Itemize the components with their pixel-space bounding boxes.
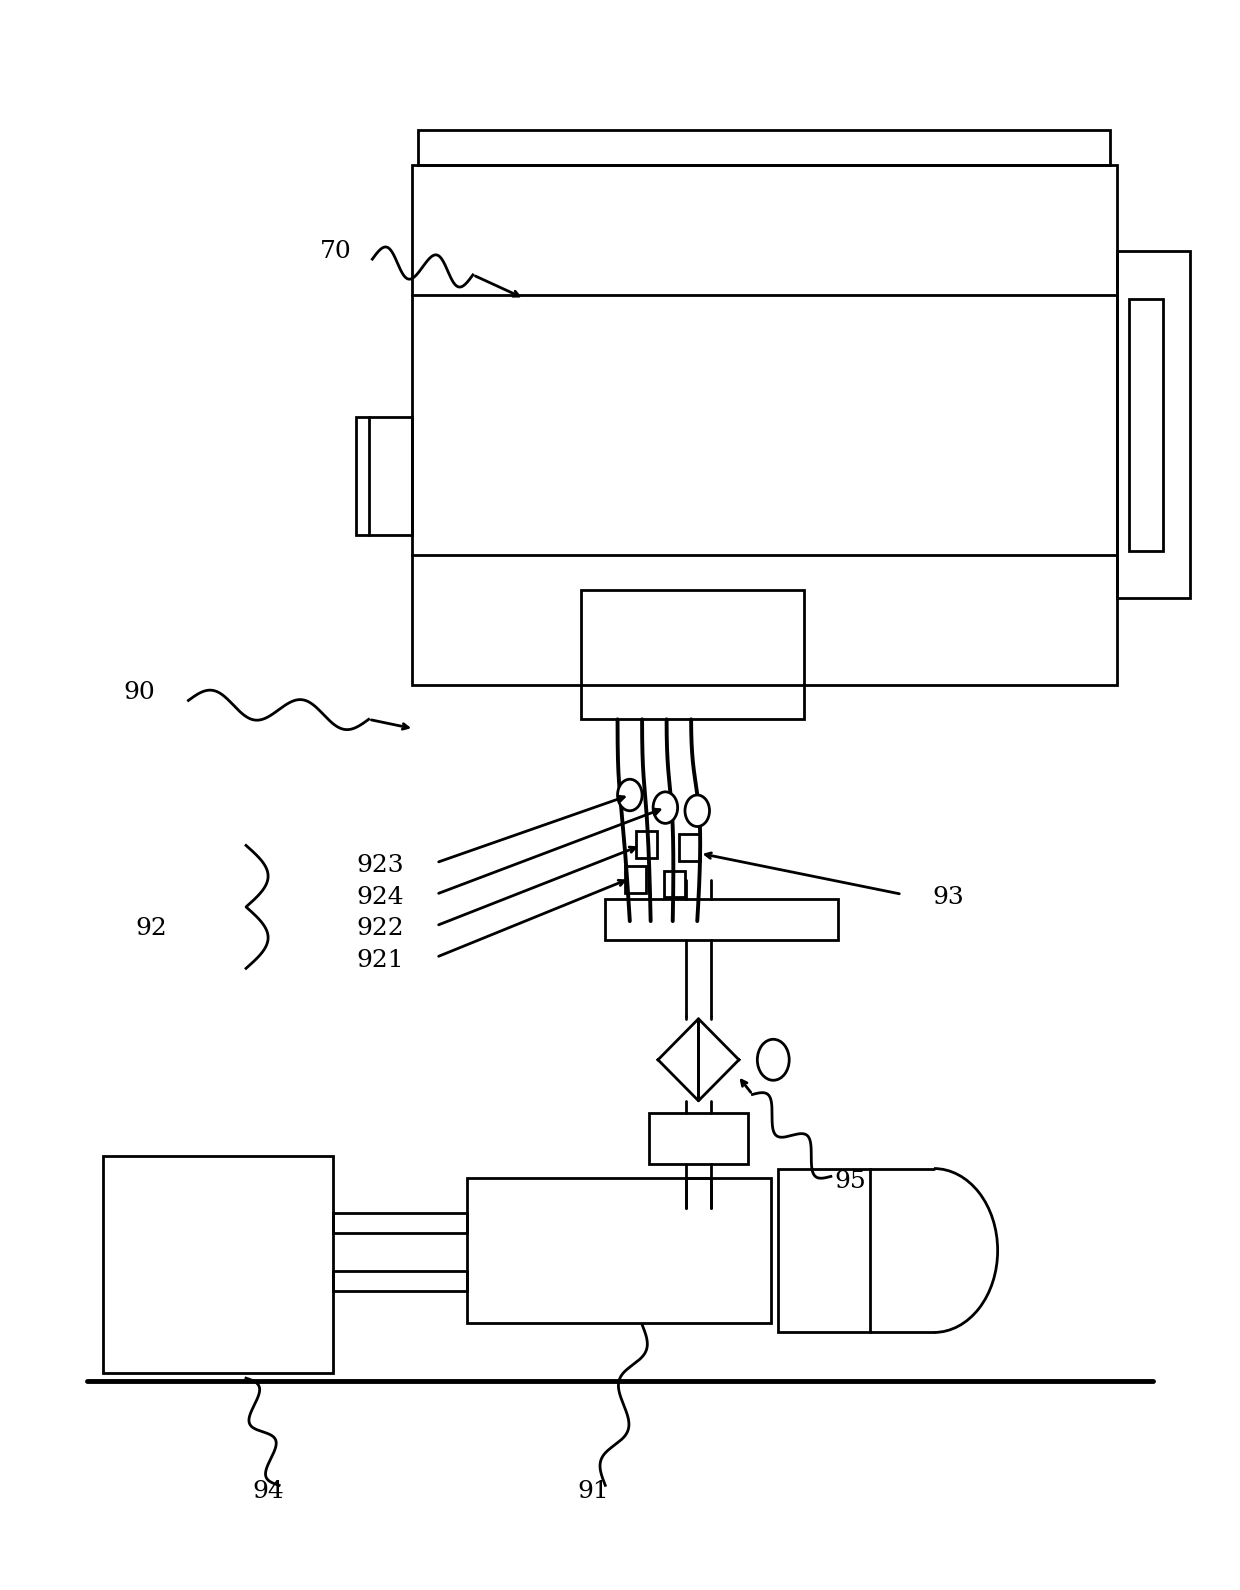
Text: 95: 95	[835, 1170, 867, 1192]
Text: 94: 94	[252, 1480, 284, 1503]
Bar	[650, 1113, 748, 1164]
Bar	[580, 590, 804, 719]
Bar	[466, 1178, 771, 1323]
Text: 923: 923	[356, 854, 404, 878]
Circle shape	[618, 779, 642, 811]
Text: 90: 90	[124, 681, 155, 704]
Bar	[678, 835, 699, 862]
Bar	[779, 1169, 870, 1332]
Bar	[1128, 299, 1163, 550]
Bar	[356, 417, 412, 534]
Bar	[625, 867, 646, 892]
Circle shape	[653, 792, 677, 824]
Bar	[334, 1270, 466, 1291]
Bar	[636, 832, 657, 859]
Text: 921: 921	[356, 949, 404, 971]
Text: 922: 922	[356, 917, 404, 940]
Bar	[412, 164, 1116, 685]
Circle shape	[684, 795, 709, 827]
Text: 70: 70	[320, 240, 351, 262]
Bar	[418, 130, 1111, 164]
Bar	[103, 1156, 334, 1374]
Text: 91: 91	[577, 1480, 609, 1503]
Text: 92: 92	[135, 917, 167, 940]
Text: 93: 93	[932, 886, 965, 909]
Bar	[605, 898, 838, 940]
Bar	[1116, 251, 1190, 598]
Circle shape	[758, 1040, 789, 1080]
Bar	[665, 871, 684, 897]
Text: 924: 924	[356, 886, 404, 909]
Bar	[334, 1213, 466, 1234]
